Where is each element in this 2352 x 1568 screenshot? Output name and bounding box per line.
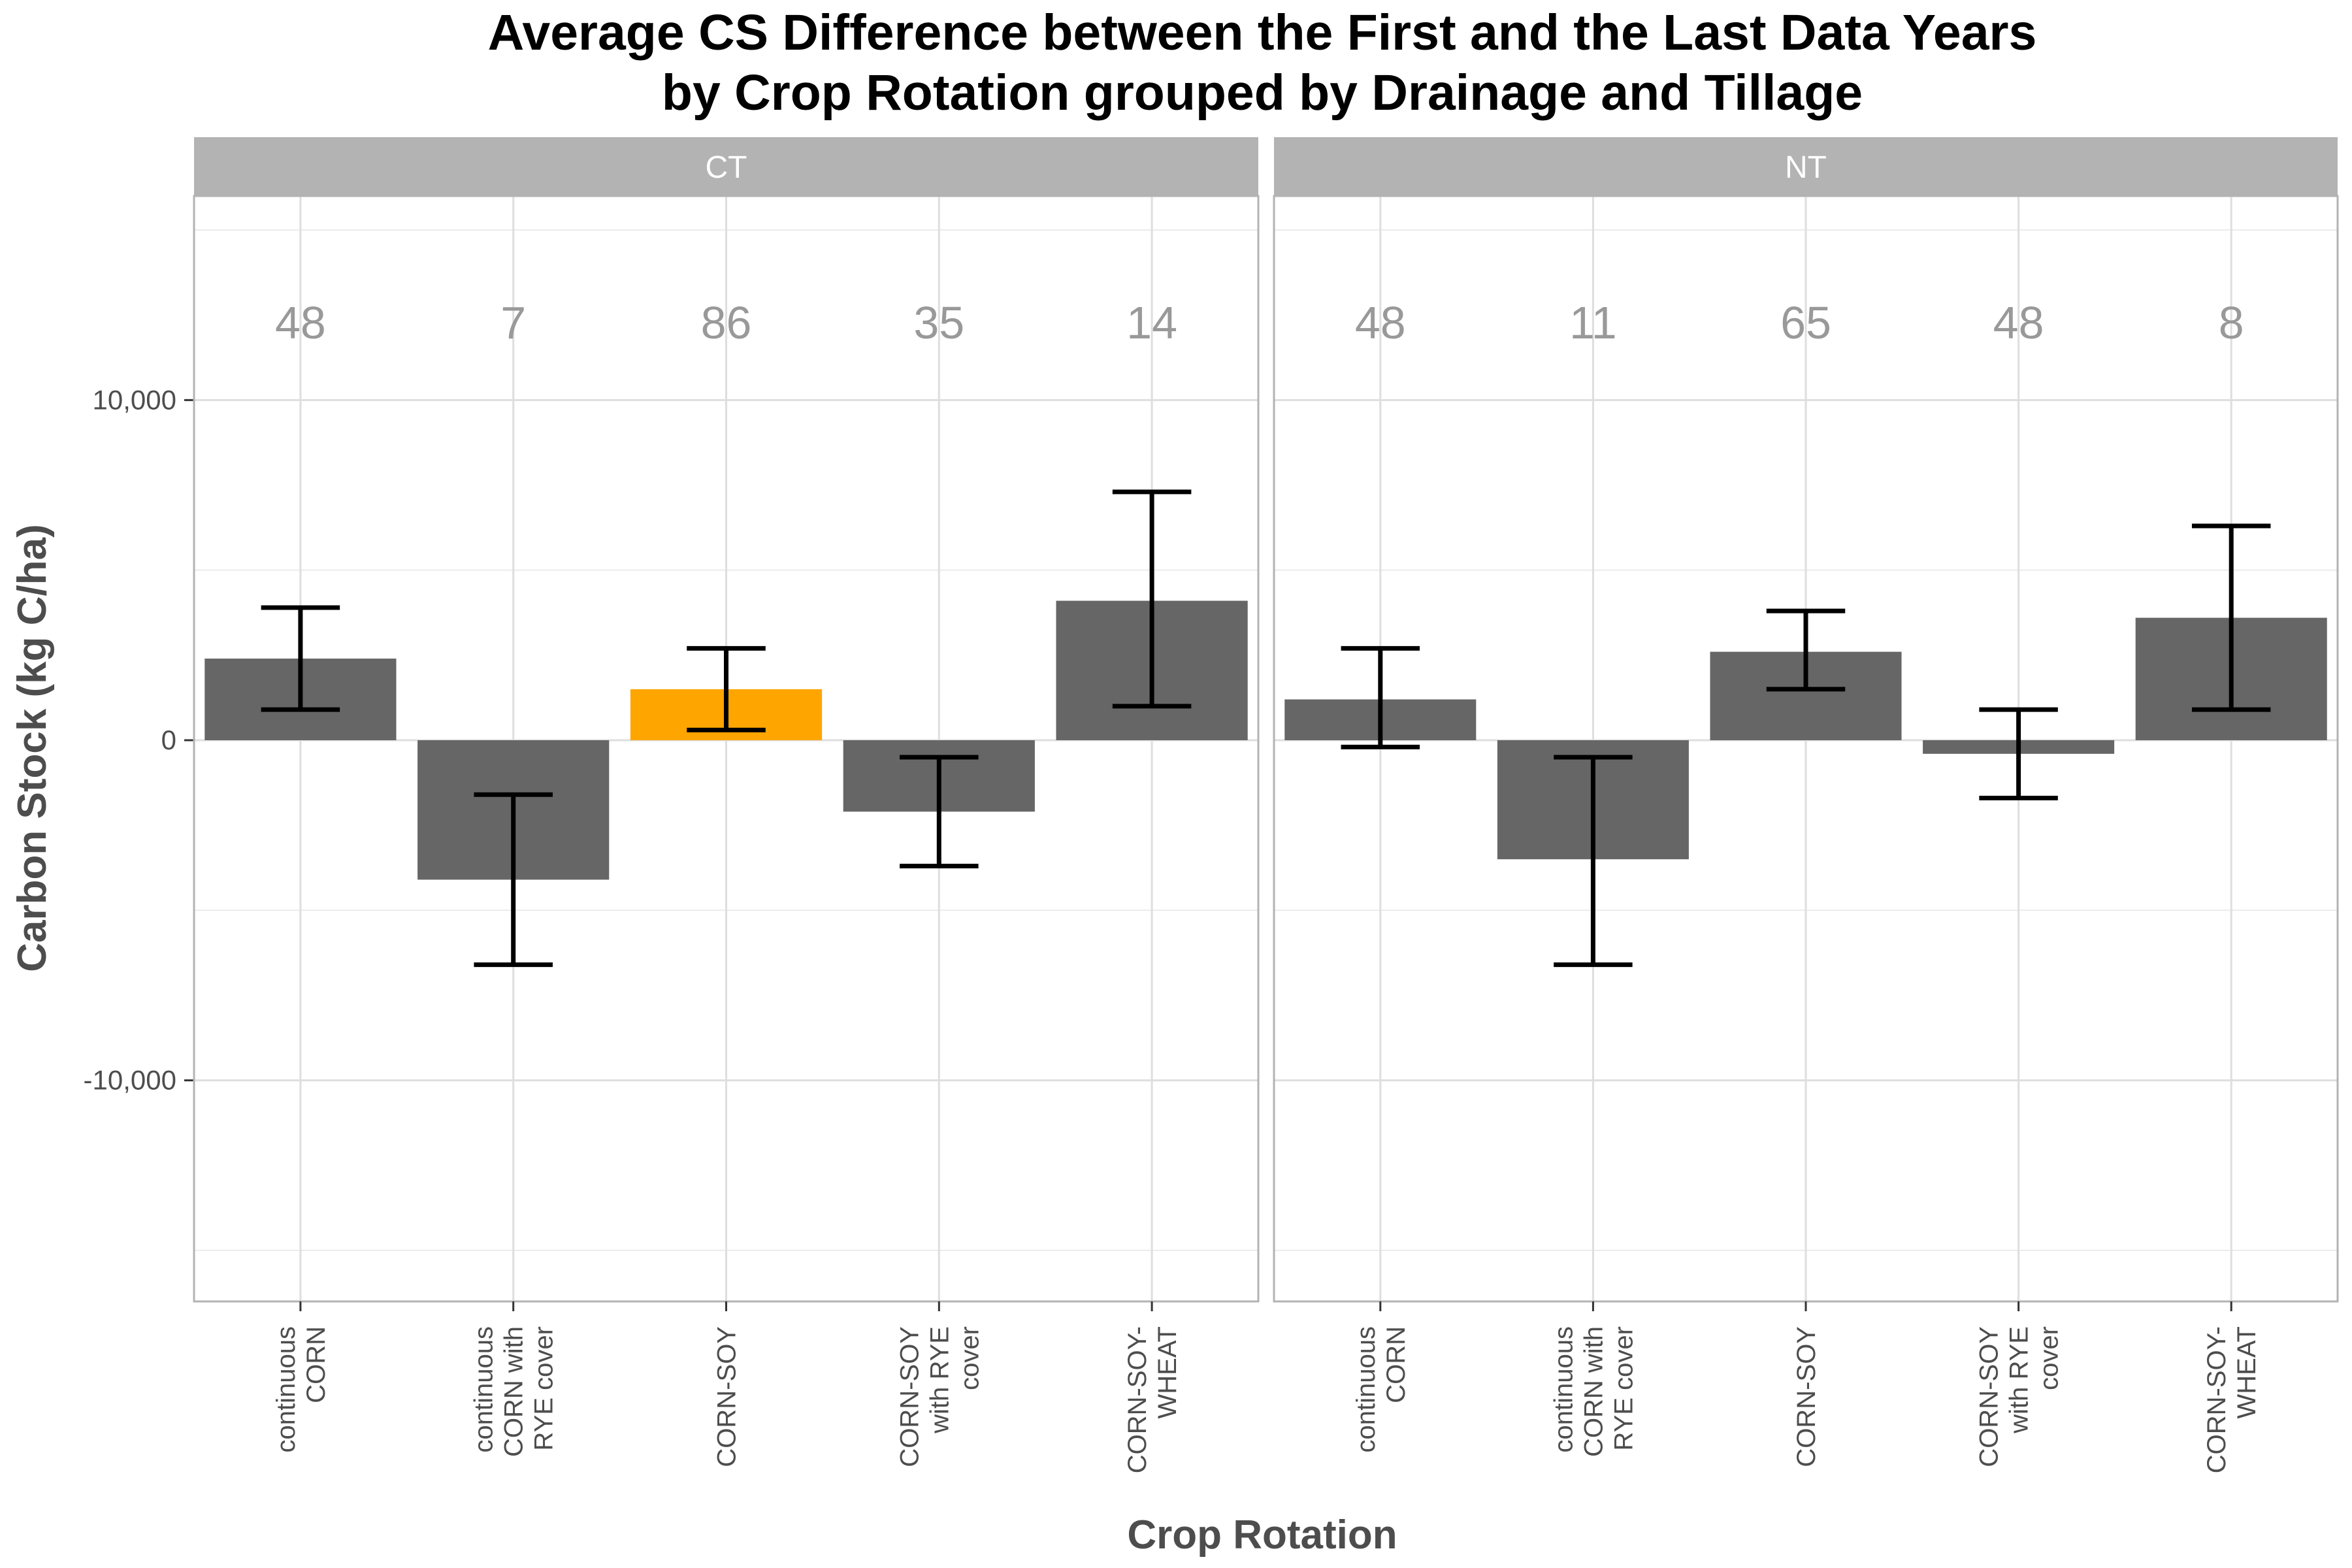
- panel-strip: [194, 137, 1258, 196]
- x-tick-label: CORN-SOY with RYE cover: [895, 1326, 984, 1467]
- x-tick-label-line: CORN with: [1579, 1326, 1608, 1457]
- error-bar: [900, 755, 979, 869]
- error-bar: [261, 605, 340, 712]
- x-tick-label-line: continuous: [272, 1326, 301, 1452]
- x-tick-label: CORN-SOY- WHEAT: [1123, 1326, 1182, 1473]
- panel-strip-label: NT: [1785, 150, 1827, 185]
- x-tick-label-line: with RYE: [925, 1326, 954, 1434]
- x-tick-label-line: WHEAT: [1153, 1326, 1182, 1418]
- chart-title-line-2: by Crop Rotation grouped by Drainage and…: [662, 65, 1863, 121]
- x-tick-label-line: continuous: [470, 1326, 498, 1452]
- x-tick-label-line: with RYE: [2005, 1326, 2034, 1434]
- x-tick-label: continuous CORN: [272, 1326, 331, 1452]
- count-label: 86: [701, 297, 752, 348]
- x-tick-label-line: RYE cover: [530, 1326, 559, 1450]
- x-tick-label-line: CORN with: [500, 1326, 529, 1457]
- panel-strip-label: CT: [706, 150, 747, 185]
- x-tick-label: CORN-SOY with RYE cover: [1975, 1326, 2064, 1467]
- x-tick-label-line: RYE cover: [1609, 1326, 1638, 1450]
- y-tick-label: -10,000: [84, 1065, 176, 1096]
- x-tick-label-line: cover: [955, 1326, 984, 1390]
- error-bar: [1341, 645, 1420, 749]
- x-tick-label-line: continuous: [1549, 1326, 1578, 1452]
- x-tick-label-line: CORN-SOY-: [2202, 1326, 2231, 1473]
- error-bar: [1766, 608, 1846, 692]
- error-bar: [687, 645, 766, 732]
- y-tick-label: 0: [161, 725, 176, 755]
- error-bar: [2191, 523, 2271, 712]
- x-tick-label: CORN-SOY: [713, 1326, 742, 1467]
- error-bar: [474, 792, 553, 968]
- x-tick-label-line: CORN-SOY-: [1123, 1326, 1152, 1473]
- x-tick-label: CORN-SOY: [1792, 1326, 1821, 1467]
- count-label: 48: [1355, 297, 1406, 348]
- x-tick-label: continuous CORN with RYE cover: [1549, 1326, 1638, 1457]
- count-label: 14: [1126, 297, 1177, 348]
- x-tick-label-line: continuous: [1352, 1326, 1380, 1452]
- x-tick-label-line: CORN-SOY: [1792, 1326, 1821, 1467]
- x-tick-label: continuous CORN with RYE cover: [470, 1326, 559, 1457]
- x-axis-title: Crop Rotation: [1127, 1512, 1397, 1558]
- count-label: 7: [500, 297, 526, 348]
- x-tick-label-line: CORN-SOY: [713, 1326, 742, 1467]
- x-tick-label-line: CORN: [1382, 1326, 1411, 1403]
- error-bar: [1554, 755, 1633, 968]
- count-label: 48: [1993, 297, 2044, 348]
- x-tick-label-line: WHEAT: [2232, 1326, 2261, 1418]
- count-label: 65: [1780, 297, 1831, 348]
- count-label: 11: [1569, 297, 1617, 348]
- count-label: 48: [275, 297, 326, 348]
- y-axis-title: Carbon Stock (kg C/ha): [10, 524, 55, 972]
- x-tick-label-line: CORN: [302, 1326, 331, 1403]
- x-tick-label: CORN-SOY- WHEAT: [2202, 1326, 2261, 1473]
- x-tick-label: continuous CORN: [1352, 1326, 1411, 1452]
- chart-title-line-1: Average CS Difference between the First …: [488, 5, 2037, 61]
- error-bar: [1979, 707, 2058, 800]
- error-bar: [1112, 489, 1192, 709]
- count-label: 8: [2219, 297, 2244, 348]
- x-tick-label-line: CORN-SOY: [1975, 1326, 2004, 1467]
- count-label: 35: [913, 297, 964, 348]
- y-tick-label: 10,000: [93, 384, 176, 415]
- x-tick-label-line: cover: [2035, 1326, 2064, 1390]
- x-tick-label-line: CORN-SOY: [895, 1326, 924, 1467]
- panel-strip: [1274, 137, 2338, 196]
